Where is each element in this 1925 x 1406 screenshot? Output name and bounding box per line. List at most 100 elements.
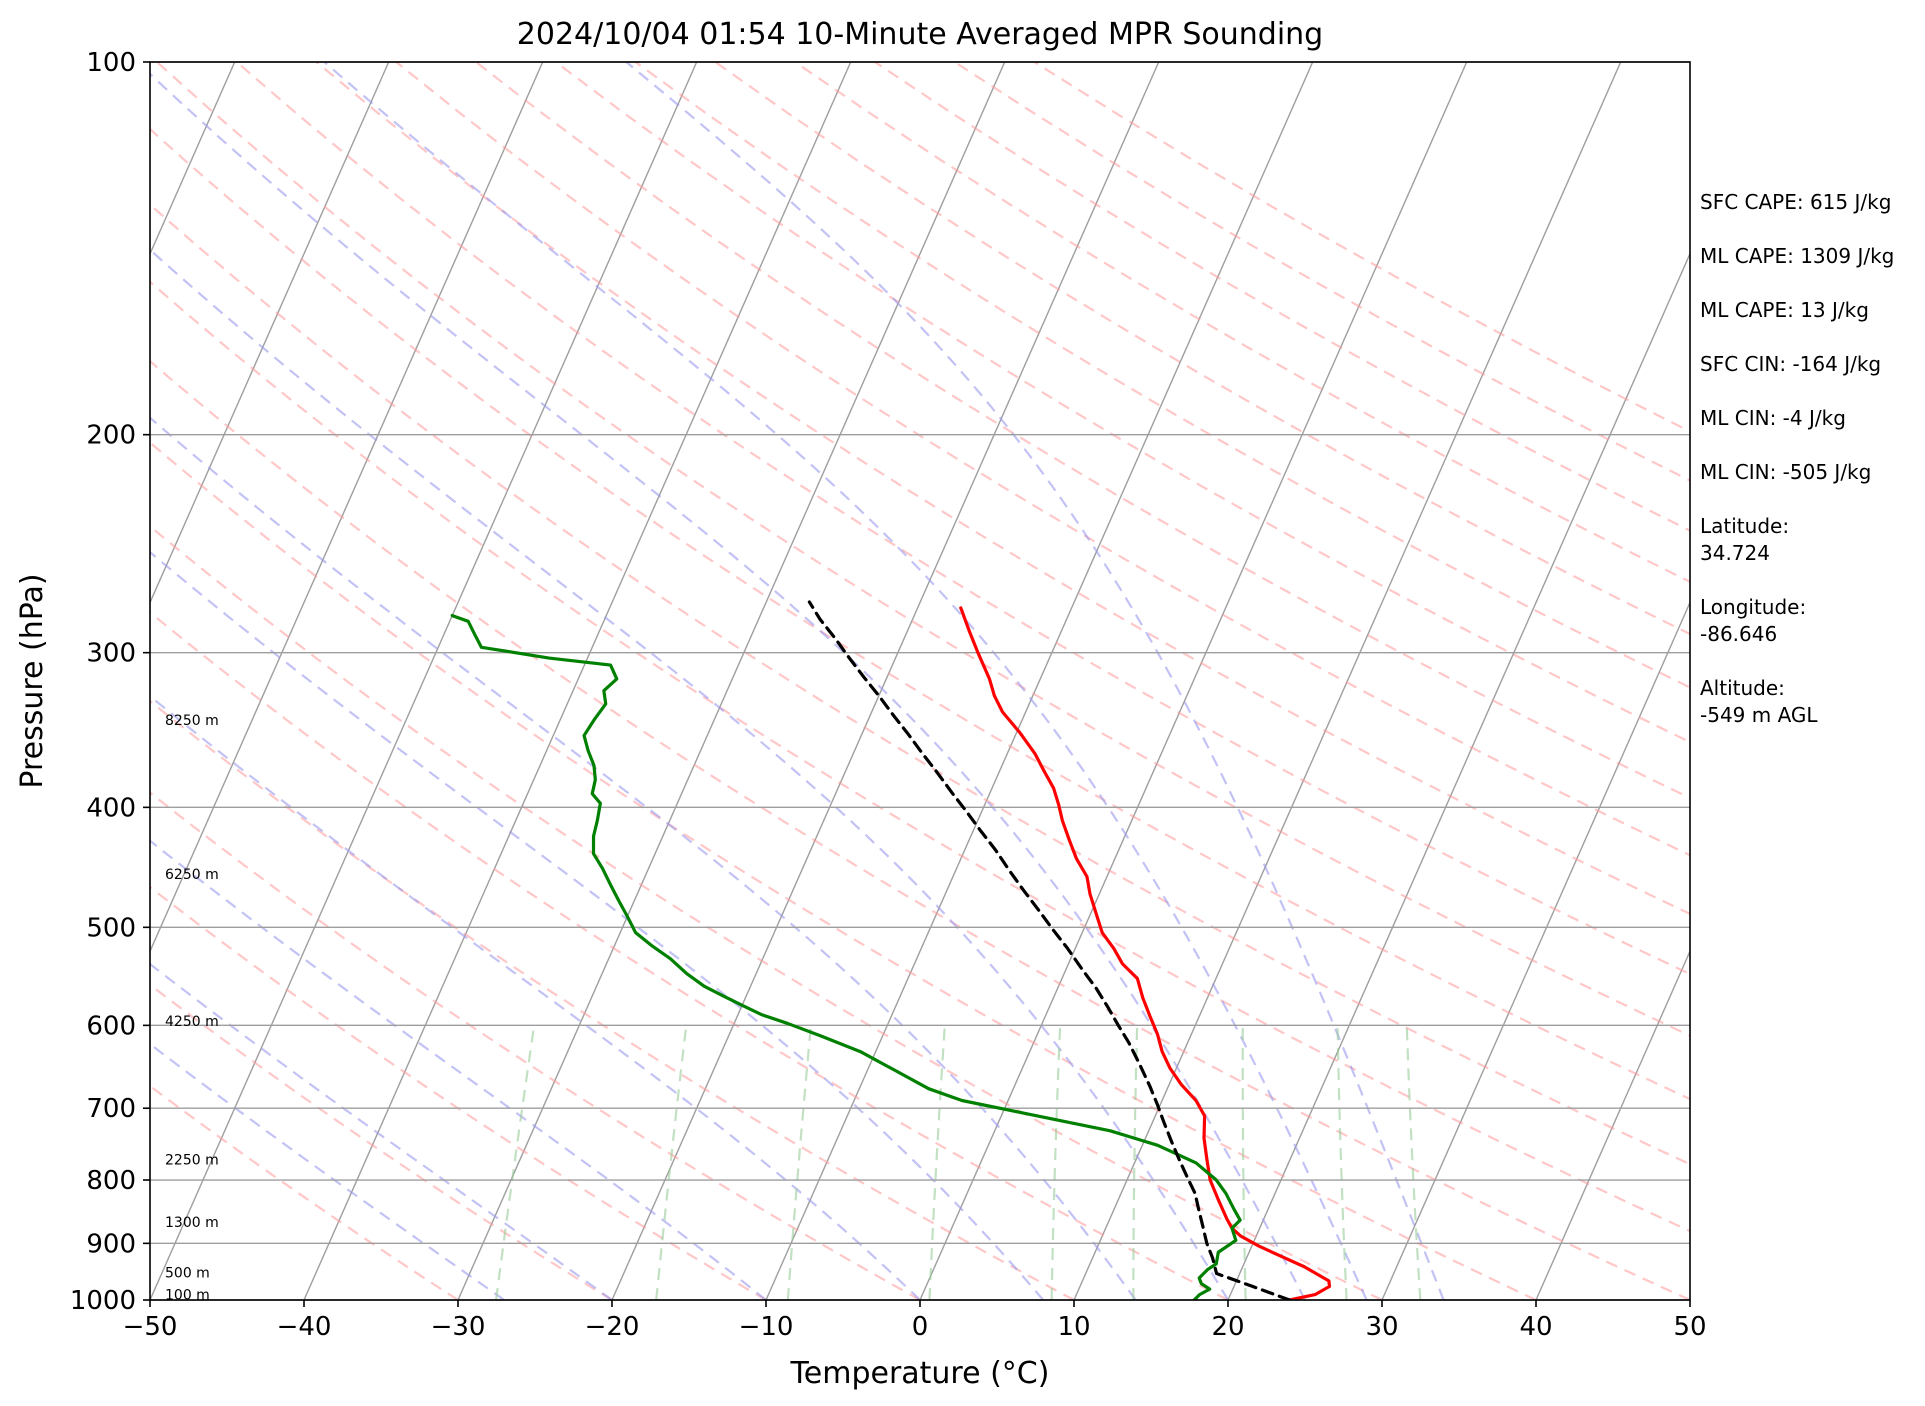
- y-tick-label: 200: [86, 421, 136, 451]
- dry-adiabat-line: [150, 611, 1229, 1300]
- isotherm-line: [1227, 252, 1690, 1300]
- mixing-ratio-line: [1241, 1025, 1247, 1300]
- dry-adiabat-line: [150, 983, 613, 1300]
- isotherm-line: [611, 62, 1160, 1300]
- y-tick-label: 100: [86, 48, 136, 78]
- y-tick-label: 500: [86, 913, 136, 943]
- isotherm-line: [765, 62, 1314, 1300]
- isotherm-line: [1381, 600, 1690, 1300]
- dewpoint-line: [450, 613, 1242, 1300]
- height-labels: 100 m 500 m 1300 m 2250 m 4250 m 6250 m 8250 m: [165, 713, 219, 1304]
- isotherm-line: [150, 62, 390, 605]
- sounding-series: [450, 600, 1332, 1300]
- moist-adiabat-line: [150, 1042, 505, 1300]
- x-tick-label: 10: [1057, 1312, 1090, 1342]
- parcel-line: [807, 600, 1292, 1300]
- mixing-ratio-line: [655, 1025, 688, 1300]
- chart-title: 2024/10/04 01:54 10-Minute Averaged MPR …: [517, 17, 1323, 52]
- info-line: SFC CAPE: 615 J/kg: [1700, 190, 1891, 214]
- x-tick-label: 30: [1365, 1312, 1398, 1342]
- moist-adiabat-line: [150, 962, 613, 1300]
- height-label: 8250 m: [165, 713, 219, 729]
- x-tick-label: 50: [1673, 1312, 1706, 1342]
- background-lines: [150, 62, 1690, 1300]
- y-tick-label: 900: [86, 1229, 136, 1259]
- y-tick-label: 800: [86, 1166, 136, 1196]
- mixing-ratio-line: [1050, 1025, 1062, 1300]
- info-line: -549 m AGL: [1700, 703, 1818, 727]
- y-tick-label: 400: [86, 793, 136, 823]
- info-line: ML CAPE: 13 J/kg: [1700, 298, 1869, 322]
- dry-adiabat-line: [150, 127, 1690, 1101]
- info-line: 34.724: [1700, 541, 1770, 565]
- dry-adiabat-line: [156, 62, 1690, 1037]
- dry-adiabat-line: [150, 791, 921, 1300]
- moist-adiabat-line: [625, 62, 1445, 1300]
- mixing-ratio-line: [1405, 1025, 1422, 1300]
- x-tick-label: −10: [739, 1312, 794, 1342]
- height-label: 100 m: [165, 1288, 210, 1304]
- moist-adiabat-line: [150, 248, 1229, 1300]
- dry-adiabat-line: [150, 441, 1537, 1300]
- isotherm-line: [457, 62, 1006, 1300]
- dry-adiabat-line: [150, 280, 1690, 1233]
- x-tick-label: −40: [277, 1312, 332, 1342]
- dry-adiabat-line: [150, 524, 1383, 1300]
- x-tick-label: 20: [1211, 1312, 1244, 1342]
- height-label: 4250 m: [165, 1014, 219, 1030]
- mixing-ratio-line: [494, 1025, 536, 1300]
- dry-adiabat-line: [150, 885, 767, 1300]
- dry-adiabat-line: [235, 62, 1690, 976]
- y-tick-label: 600: [86, 1011, 136, 1041]
- moist-adiabat-line: [150, 839, 767, 1300]
- dry-adiabat-line: [150, 359, 1690, 1300]
- dry-adiabat-line: [315, 62, 1690, 916]
- height-label: 500 m: [165, 1265, 210, 1281]
- info-line: ML CAPE: 1309 J/kg: [1700, 244, 1894, 268]
- x-tick-label: −20: [585, 1312, 640, 1342]
- dry-adiabat-line: [395, 62, 1690, 857]
- moist-adiabat-line: [323, 62, 1368, 1300]
- x-tick-label: −30: [431, 1312, 486, 1342]
- info-line: Latitude:: [1700, 514, 1789, 538]
- dry-adiabat-line: [150, 1084, 459, 1300]
- moist-adiabat-line: [150, 694, 921, 1300]
- info-line: SFC CIN: -164 J/kg: [1700, 352, 1881, 376]
- info-line: ML CIN: -4 J/kg: [1700, 406, 1846, 430]
- x-axis-label: Temperature (°C): [790, 1356, 1050, 1391]
- plot-frame: [149, 61, 1691, 1301]
- y-tick-label: 300: [86, 639, 136, 669]
- x-axis-ticks: −50 −40 −30 −20 −10 0 10 20 30 40 50: [123, 1300, 1707, 1342]
- x-tick-label: −50: [123, 1312, 178, 1342]
- y-axis-ticks: 100 200 300 400 500 600 700 800 900 1000: [70, 48, 150, 1316]
- info-line: ML CIN: -505 J/kg: [1700, 460, 1871, 484]
- pressure-gridlines: [150, 61, 1690, 1301]
- isotherm-line: [150, 62, 544, 954]
- isotherm-line: [303, 62, 852, 1300]
- y-axis-label: Pressure (hPa): [15, 573, 50, 788]
- y-tick-label: 700: [86, 1094, 136, 1124]
- dry-adiabat-line: [794, 62, 1690, 583]
- mixing-ratio-line: [786, 1025, 813, 1300]
- isotherm-line: [919, 62, 1468, 1300]
- height-label: 1300 m: [165, 1215, 219, 1231]
- height-label: 2250 m: [165, 1152, 219, 1168]
- moist-adiabat-line: [150, 72, 1306, 1300]
- height-label: 6250 m: [165, 867, 219, 883]
- sounding-info-panel: SFC CAPE: 615 J/kg ML CAPE: 1309 J/kg ML C…: [1700, 190, 1894, 727]
- moist-adiabat-line: [150, 550, 1045, 1300]
- moist-adiabat-line: [150, 416, 1137, 1300]
- info-line: Altitude:: [1700, 676, 1785, 700]
- y-tick-label: 1000: [70, 1286, 136, 1316]
- isotherm-line: [150, 62, 698, 1300]
- info-line: Longitude:: [1700, 595, 1806, 619]
- isotherm-line: [1535, 949, 1690, 1300]
- dry-adiabat-line: [150, 203, 1690, 1166]
- temperature-line: [959, 606, 1332, 1300]
- info-line: -86.646: [1700, 622, 1777, 646]
- dry-adiabat-line: [555, 62, 1690, 744]
- isotherm-line: [1073, 62, 1622, 1300]
- mixing-ratio-line: [1336, 1025, 1348, 1300]
- x-tick-label: 40: [1519, 1312, 1552, 1342]
